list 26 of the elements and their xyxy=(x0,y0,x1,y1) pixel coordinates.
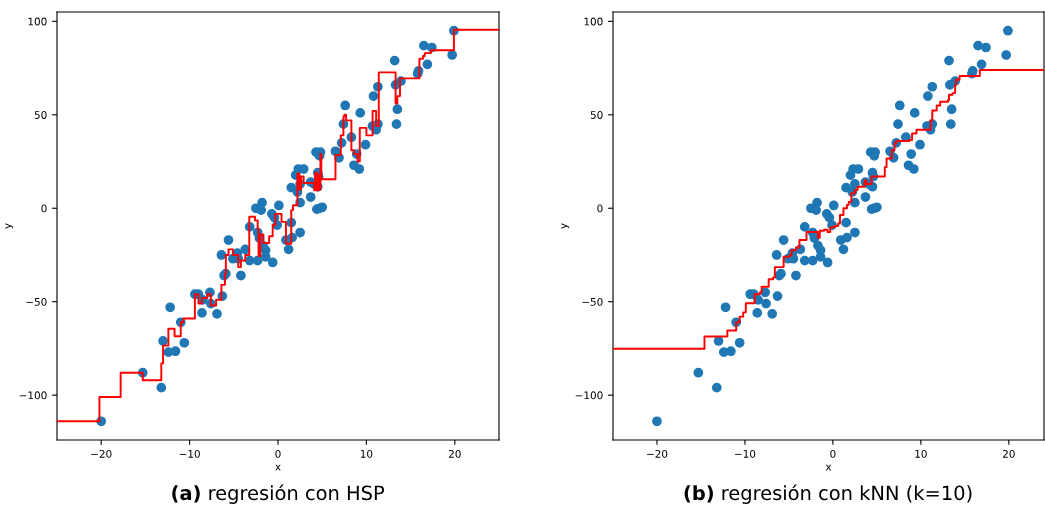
x-axis-title: x xyxy=(275,464,281,471)
x-tick-label: −20 xyxy=(647,449,668,458)
y-tick-label: 50 xyxy=(590,111,603,119)
y-tick-label: 100 xyxy=(28,17,47,26)
x-tick-label: 0 xyxy=(830,449,836,458)
x-tick-label: 10 xyxy=(360,449,373,458)
text: (a) regresión con HSP xyxy=(172,484,385,504)
x-tick-label: 10 xyxy=(915,449,927,458)
y-tick-label: 50 xyxy=(34,111,47,119)
x-axis-title: x xyxy=(825,464,832,471)
y-tick-label: −50 xyxy=(582,297,603,306)
text: (b) regresión con kNN (k=10) xyxy=(684,484,972,504)
y-tick-label: −100 xyxy=(19,391,47,400)
x-tick-label: 20 xyxy=(1002,449,1015,458)
x-tick-label: 20 xyxy=(448,449,461,458)
x-tick-label: 0 xyxy=(275,449,281,458)
y-tick-label: 100 xyxy=(584,17,603,26)
x-tick-label: −20 xyxy=(91,449,112,458)
y-axis-title: y xyxy=(561,223,570,229)
x-tick-label: −10 xyxy=(735,449,756,458)
y-tick-label: 0 xyxy=(41,204,47,213)
y-axis-title: y xyxy=(5,223,14,229)
y-tick-label: −50 xyxy=(26,297,47,306)
y-tick-label: −100 xyxy=(575,391,603,400)
x-tick-label: −10 xyxy=(179,449,200,458)
y-tick-label: 0 xyxy=(597,204,603,213)
